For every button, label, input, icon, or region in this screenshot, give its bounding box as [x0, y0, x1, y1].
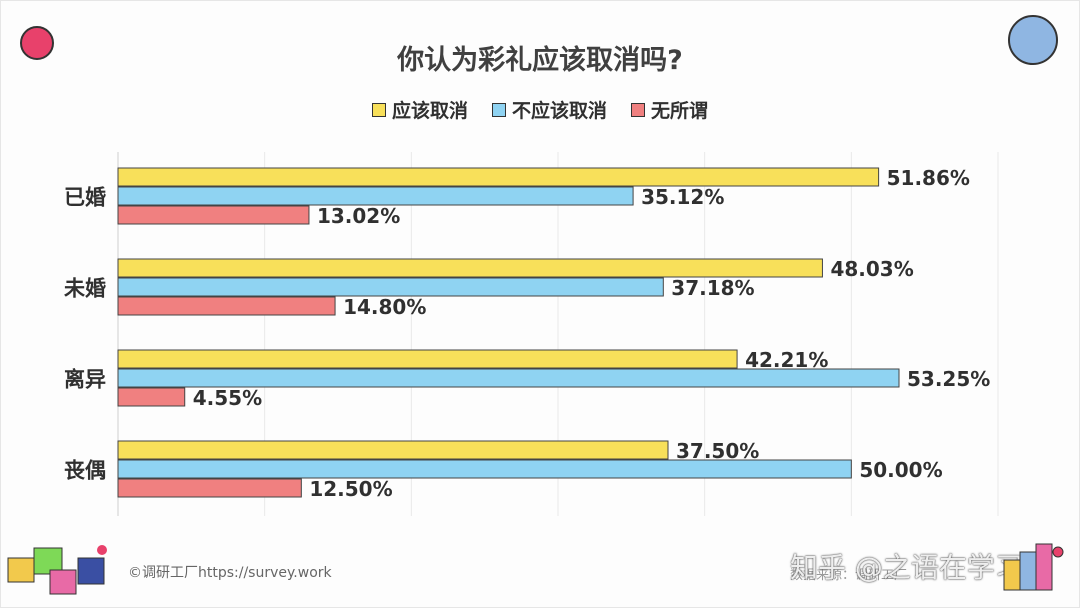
bar-1-0 — [117, 258, 823, 278]
data-label-1-2: 14.80% — [343, 295, 426, 319]
legend-item-series-2: 无所谓 — [631, 96, 708, 123]
data-label-3-1: 50.00% — [859, 458, 942, 482]
bar-2-1 — [117, 368, 900, 388]
data-label-1-0: 48.03% — [830, 257, 913, 281]
data-source-note: 数据来源：调研工厂 — [790, 568, 908, 583]
data-label-0-1: 35.12% — [641, 185, 724, 209]
legend-item-series-1: 不应该取消 — [491, 96, 607, 123]
watermark-text: 知乎 @之语在学习 — [790, 551, 1023, 584]
legend-swatch-series-2 — [631, 102, 645, 117]
decor-dot-left — [20, 26, 54, 60]
data-label-3-0: 37.50% — [676, 439, 759, 463]
legend-label-series-0: 应该取消 — [391, 100, 468, 122]
legend-swatch-series-0 — [371, 102, 386, 117]
category-label-1: 未婚 — [64, 277, 106, 301]
bar-0-0 — [117, 167, 880, 187]
bar-1-2 — [117, 296, 336, 316]
data-label-2-2: 4.55% — [193, 386, 262, 410]
data-label-2-0: 42.21% — [745, 348, 828, 372]
bar-3-1 — [117, 459, 852, 479]
legend-swatch-series-1 — [491, 102, 506, 117]
bar-2-0 — [117, 349, 738, 369]
bar-0-2 — [117, 205, 310, 225]
chart-title: 你认为彩礼应该取消吗? — [397, 45, 683, 76]
category-label-0: 已婚 — [64, 186, 106, 210]
data-label-3-2: 12.50% — [309, 477, 392, 501]
category-label-2: 离异 — [64, 368, 106, 392]
legend-label-series-2: 无所谓 — [651, 100, 709, 122]
category-label-3: 丧偶 — [64, 459, 106, 483]
bar-3-2 — [117, 478, 302, 498]
bar-2-2 — [117, 387, 186, 407]
data-label-0-2: 13.02% — [317, 204, 400, 228]
data-label-2-1: 53.25% — [907, 367, 990, 391]
legend-label-series-1: 不应该取消 — [511, 100, 607, 122]
footer-copyright: ©调研工厂https://survey.work — [128, 565, 332, 581]
chart-legend: 应该取消 不应该取消 无所谓 — [0, 96, 1080, 123]
data-label-1-1: 37.18% — [671, 276, 754, 300]
data-label-0-0: 51.86% — [887, 166, 970, 190]
pencil-decoration-icon — [1003, 543, 1064, 591]
legend-item-series-0: 应该取消 — [371, 96, 468, 123]
bar-1-1 — [117, 277, 664, 297]
decor-dot-right — [1008, 15, 1058, 65]
bar-0-1 — [117, 186, 634, 206]
puzzle-decoration-icon — [7, 545, 107, 595]
bar-3-0 — [117, 440, 669, 460]
